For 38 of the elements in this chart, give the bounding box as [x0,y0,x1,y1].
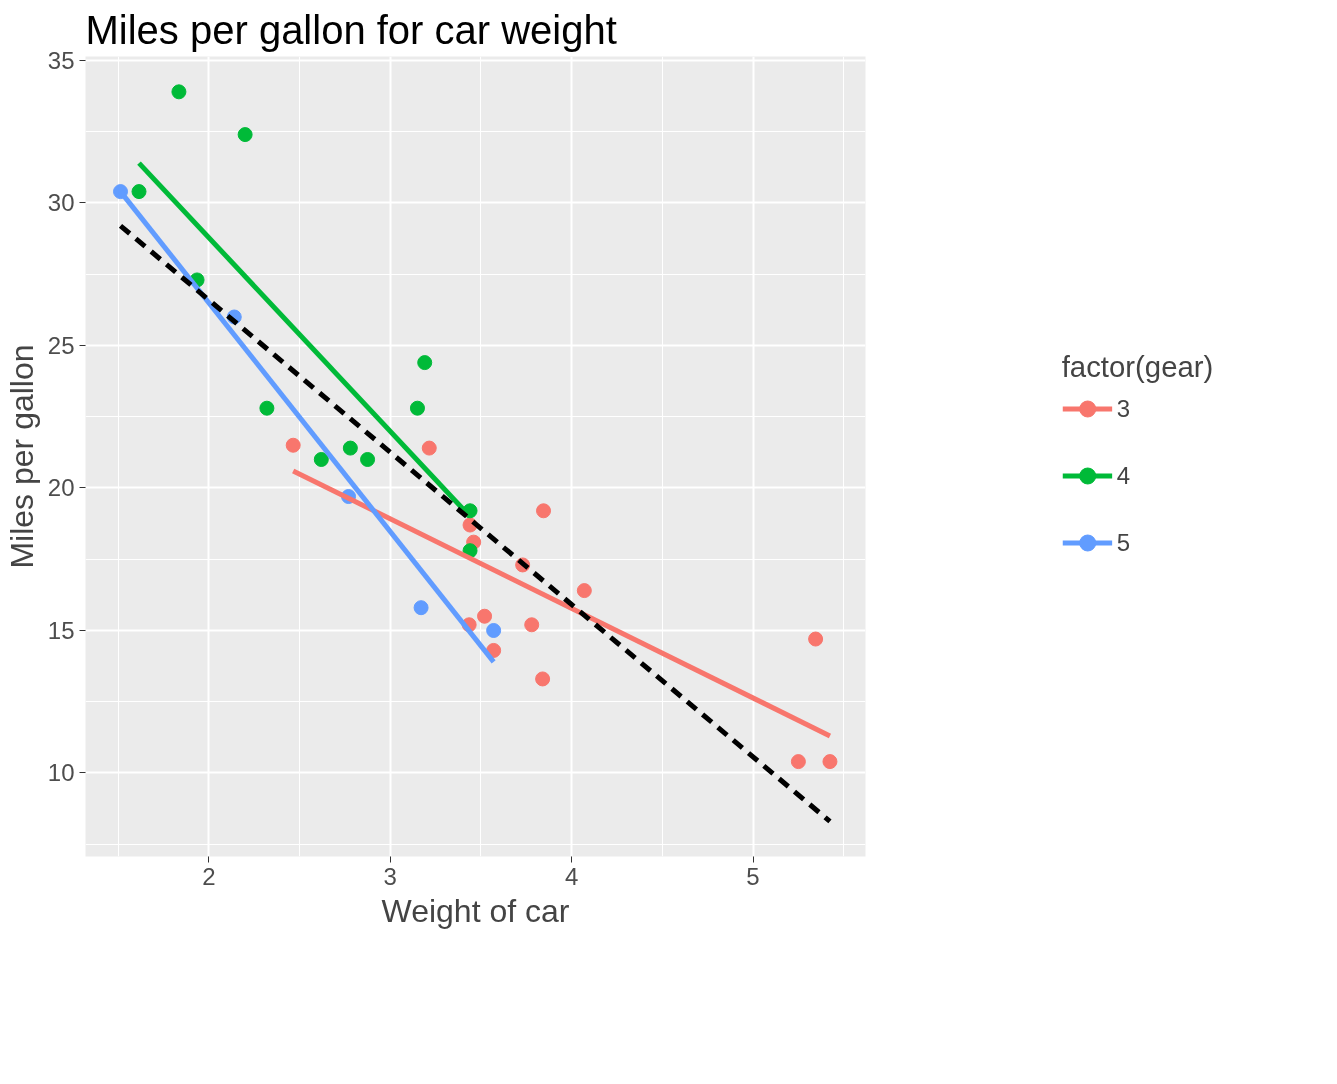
point [285,437,301,453]
y-tick-label: 20 [47,474,75,502]
y-tick-label: 10 [47,759,75,787]
point [822,754,838,770]
legend-label: 5 [1116,527,1132,558]
point [313,452,329,467]
legend-title: factor(gear) [1061,349,1214,384]
y-axis-title: Miles per gallon [3,344,40,569]
point [237,127,253,143]
y-tick-label: 25 [47,331,75,359]
point [536,503,552,519]
point [486,623,502,638]
x-tick-label: 5 [746,862,760,890]
x-axis-title: Weight of car [381,892,570,929]
point [342,440,358,456]
point [790,754,806,770]
legend-label: 3 [1116,393,1132,424]
point [808,631,824,647]
point [360,452,376,467]
point [413,600,429,616]
y-tick-label: 35 [47,46,75,74]
point [259,400,275,416]
x-tick-label: 4 [564,862,579,890]
point [417,355,433,371]
point [576,583,592,599]
x-tick-label: 2 [202,862,216,890]
legend-label: 4 [1116,460,1132,491]
point [477,608,493,624]
point [409,400,425,416]
point [171,84,187,100]
point [421,440,437,456]
y-tick-label: 15 [47,616,75,644]
chart-title: Miles per gallon for car weight [85,7,617,52]
point [535,671,551,687]
x-tick-label: 3 [383,862,397,890]
point [524,617,540,633]
y-tick-label: 30 [47,189,75,217]
point [131,184,147,200]
